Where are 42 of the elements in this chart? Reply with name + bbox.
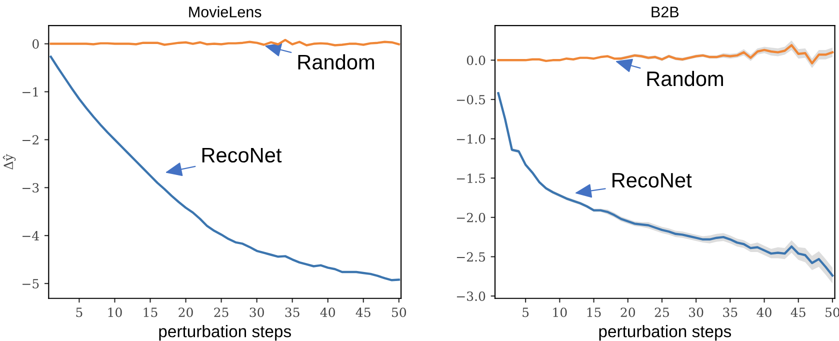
y-tick-label: −3 <box>22 183 39 193</box>
x-tick-label: 10 <box>553 308 567 318</box>
x-tick-label: 5 <box>76 308 82 318</box>
text: RecoNet <box>202 148 282 163</box>
series-label: Random <box>298 54 374 70</box>
x-tick-label: 20 <box>620 308 635 318</box>
y-tick-label: −2 <box>22 135 38 144</box>
x-tick-label: 45 <box>790 308 806 318</box>
y-tick-label: −1.5 <box>456 174 486 184</box>
x-tick-label: 35 <box>285 308 300 318</box>
x-tick-label: 40 <box>756 308 772 318</box>
x-tick-label: 15 <box>587 308 601 318</box>
x-axis-title: perturbation steps <box>159 325 291 341</box>
x-tick-label: 50 <box>392 308 406 318</box>
series-label: RecoNet <box>612 173 692 188</box>
y-tick-label: −2.5 <box>456 252 486 262</box>
line-series <box>50 56 400 282</box>
chart-title: MovieLens <box>189 6 262 18</box>
y-tick-label: −1.0 <box>456 134 486 144</box>
y-axis-title: Δŷ <box>2 154 16 170</box>
x-tick-label: 25 <box>654 308 669 318</box>
y-tick-label: −5 <box>22 279 39 288</box>
chart-title: B2B <box>652 6 679 18</box>
y-tick-label: −0.5 <box>456 94 486 104</box>
x-tick-label: 35 <box>723 308 738 318</box>
y-tick-label: −4 <box>22 231 40 240</box>
x-tick-label: 15 <box>144 308 158 318</box>
x-axis-title: perturbation steps <box>599 325 732 341</box>
series-label: Random <box>647 70 723 86</box>
x-tick-label: 30 <box>689 308 704 318</box>
y-tick-label: 0 <box>32 39 39 49</box>
y-tick-label: −3.0 <box>456 291 486 301</box>
x-tick-label: 45 <box>356 308 370 318</box>
x-tick-label: 30 <box>250 308 264 318</box>
x-tick-label: 20 <box>178 308 193 318</box>
x-tick-label: 5 <box>522 308 529 318</box>
x-tick-label: 10 <box>108 308 122 318</box>
y-tick-label: −1 <box>22 87 38 96</box>
x-tick-label: 40 <box>320 308 335 318</box>
y-tick-label: −2.0 <box>456 212 486 222</box>
x-tick-label: 25 <box>214 308 228 318</box>
y-tick-label: 0.0 <box>466 56 486 66</box>
